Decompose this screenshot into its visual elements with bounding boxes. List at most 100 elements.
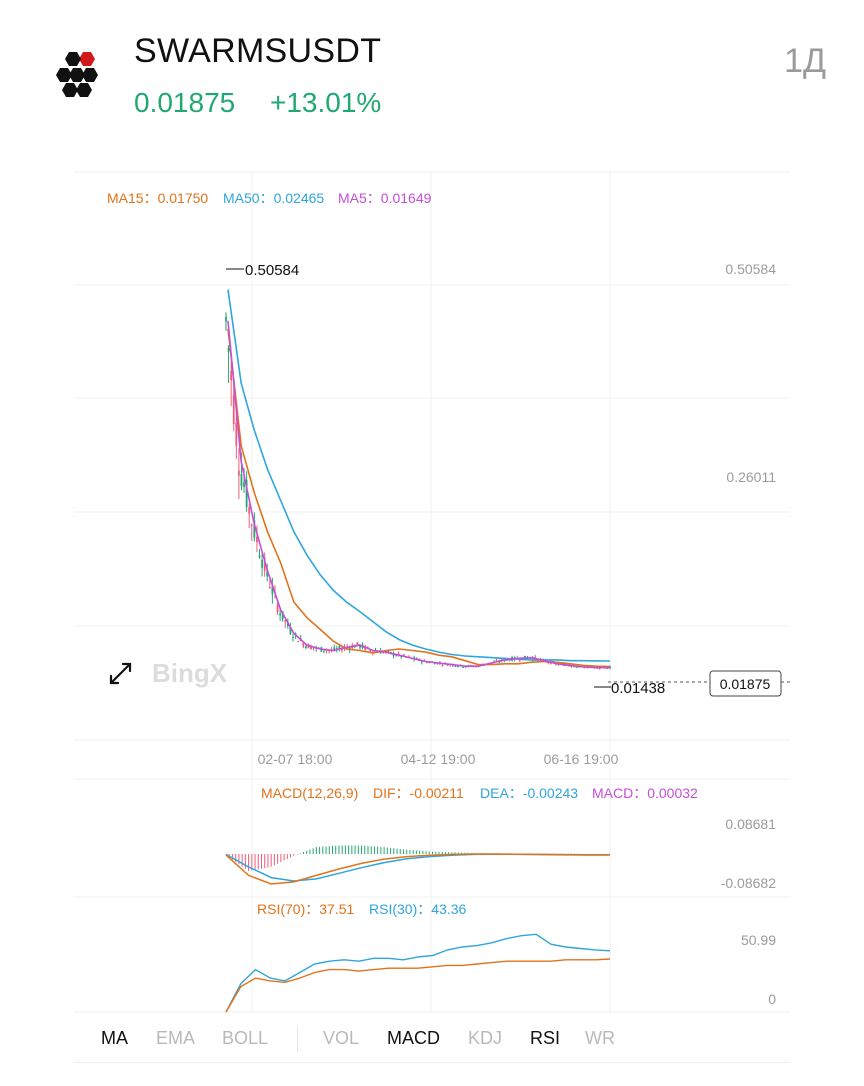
- candle-body: [253, 520, 256, 538]
- candle-body: [395, 655, 397, 657]
- candles: [225, 312, 611, 670]
- legend-ma50: MA50：0.02465: [223, 190, 324, 206]
- expand-icon[interactable]: [109, 662, 132, 685]
- candle-body: [279, 613, 282, 616]
- candle-body: [232, 395, 235, 425]
- candle-body: [310, 645, 312, 650]
- candle-body: [323, 650, 325, 652]
- macd-histogram: [225, 845, 611, 872]
- candle-body: [245, 480, 248, 508]
- candle-body: [575, 666, 578, 668]
- last-price-box: [709, 670, 782, 697]
- candle-body: [464, 666, 467, 668]
- macd-y-tick: 0.08681: [725, 816, 776, 832]
- dif-line: [225, 853, 610, 885]
- candle-body: [446, 664, 449, 666]
- candle-body: [387, 650, 390, 652]
- x-tick-label: 06-16 19:00: [544, 751, 619, 767]
- candle-body: [292, 636, 294, 639]
- candle-body: [348, 647, 351, 650]
- header: SWARMSUSDT 0.01875 +13.01% 1Д: [0, 0, 864, 150]
- ma-lines: [227, 289, 611, 669]
- candle-body: [263, 557, 266, 571]
- candle-body: [567, 665, 570, 667]
- macd-legend: MACD(12,26,9) DIF：-0.00211 DEA：-0.00243 …: [261, 785, 698, 801]
- tab-vol[interactable]: VOL: [323, 1028, 360, 1048]
- rsi-lines: [225, 933, 611, 1013]
- candle-body: [495, 660, 498, 662]
- macd-legend-dif: DIF：-0.00211: [373, 785, 464, 801]
- ma15-line: [227, 328, 611, 668]
- tab-wr[interactable]: WR: [585, 1028, 615, 1048]
- rsi-legend-30: RSI(30)：43.36: [369, 901, 466, 917]
- tab-divider: [297, 1026, 298, 1052]
- candle-body: [609, 666, 611, 669]
- candle-body: [258, 555, 261, 558]
- candle-body: [462, 666, 465, 668]
- last-price-box-label: 0.01875: [720, 676, 771, 692]
- candle-body: [256, 537, 258, 543]
- candle-body: [433, 662, 436, 665]
- candle-body: [606, 668, 609, 670]
- candle-body: [276, 604, 279, 613]
- y-tick-label: 0.50584: [725, 261, 776, 277]
- y-tick-label: 0.26011: [726, 469, 776, 485]
- candle-body: [248, 506, 251, 514]
- candle-body: [333, 647, 336, 651]
- candle-body: [250, 524, 253, 526]
- candle-body: [573, 666, 575, 668]
- candle-body: [297, 641, 300, 643]
- candle-body: [230, 370, 233, 381]
- main-grid: [74, 171, 790, 1013]
- legend-ma5: MA5：0.01649: [338, 190, 432, 206]
- rsi-legend-70: RSI(70)：37.51: [257, 901, 354, 917]
- rsi-legend: RSI(70)：37.51 RSI(30)：43.36: [257, 901, 466, 917]
- symbol-title: SWARMSUSDT: [134, 32, 382, 70]
- candle-body: [289, 627, 292, 634]
- candle-body: [518, 659, 521, 661]
- candle-body: [570, 666, 573, 668]
- candle-body: [243, 482, 245, 487]
- candle-body: [237, 470, 240, 476]
- candle-body: [341, 648, 343, 651]
- candle-body: [227, 347, 230, 352]
- macd-y-tick: -0.08682: [721, 875, 776, 891]
- chart-area[interactable]: MA15：0.01750 MA50：0.02465 MA5：0.01649 0.…: [0, 150, 864, 1016]
- tab-ema[interactable]: EMA: [156, 1028, 196, 1048]
- candle-body: [325, 650, 328, 652]
- swarms-logo: [56, 52, 98, 97]
- tab-boll[interactable]: BOLL: [222, 1028, 269, 1048]
- candle-body: [397, 653, 400, 655]
- bingx-watermark: BingX: [152, 658, 228, 688]
- tab-kdj[interactable]: KDJ: [468, 1028, 503, 1048]
- indicator-tabs: MA EMA BOLL VOL MACD KDJ RSI WR: [0, 1016, 864, 1060]
- candle-body: [266, 568, 269, 577]
- candle-body: [225, 316, 227, 322]
- candle-body: [531, 657, 534, 660]
- rsi70-line: [225, 958, 611, 1013]
- tab-rsi[interactable]: RSI: [530, 1028, 561, 1048]
- low-label: 0.01438: [611, 680, 665, 697]
- candle-body: [240, 474, 243, 487]
- rsi-y-tick: 0: [768, 991, 776, 1007]
- candle-body: [441, 664, 444, 666]
- candle-body: [356, 642, 359, 646]
- macd-legend-label: MACD(12,26,9): [261, 785, 358, 801]
- candle-body: [304, 646, 307, 648]
- candle-body: [402, 654, 405, 657]
- candle-body: [268, 587, 271, 589]
- candle-body: [335, 648, 338, 650]
- candle-body: [359, 644, 361, 648]
- candle-body: [457, 666, 459, 668]
- candle-body: [284, 620, 287, 622]
- candle-body: [271, 586, 274, 595]
- tab-ma[interactable]: MA: [101, 1028, 128, 1048]
- price-change: +13.01%: [270, 87, 382, 118]
- rsi-y-tick: 50.99: [741, 932, 776, 948]
- macd-lines: [225, 853, 610, 885]
- candle-body: [261, 559, 263, 568]
- interval-selector[interactable]: 1Д: [784, 42, 826, 80]
- macd-legend-dea: DEA：-0.00243: [480, 785, 578, 801]
- tab-macd[interactable]: MACD: [387, 1028, 440, 1048]
- candle-body: [420, 661, 423, 663]
